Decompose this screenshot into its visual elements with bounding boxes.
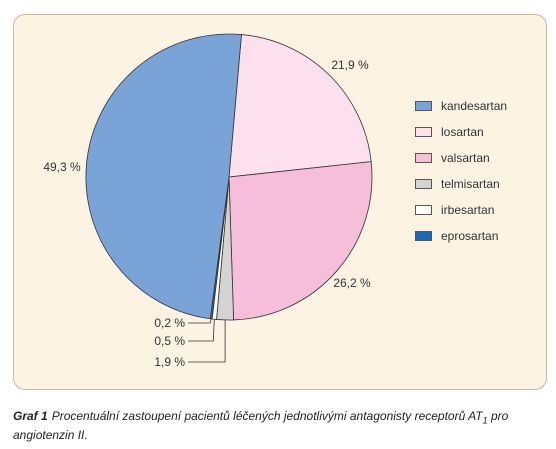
legend-item-valsartan: valsartan xyxy=(415,145,507,171)
slice-label-losartan: 21,9 % xyxy=(331,58,369,72)
leader-line-telmisartan xyxy=(188,319,226,363)
slice-label-irbesartan: 0,5 % xyxy=(154,334,185,348)
slice-label-valsartan: 26,2 % xyxy=(333,276,371,290)
leader-line-irbesartan xyxy=(188,319,215,342)
pie-slices xyxy=(85,33,373,321)
legend-item-irbesartan: irbesartan xyxy=(415,197,507,223)
legend-label: eprosartan xyxy=(441,229,499,243)
pie-slice-valsartan xyxy=(228,161,373,321)
legend-swatch xyxy=(415,127,432,137)
legend: kandesartan losartan valsartan telmisart… xyxy=(415,93,507,249)
legend-swatch xyxy=(415,205,432,215)
legend-item-losartan: losartan xyxy=(415,119,507,145)
legend-item-eprosartan: eprosartan xyxy=(415,223,507,249)
slice-label-eprosartan: 0,2 % xyxy=(154,316,185,330)
legend-item-kandesartan: kandesartan xyxy=(415,93,507,119)
figure-caption: Graf 1 Procentuální zastoupení pacientů l… xyxy=(13,409,553,443)
legend-label: valsartan xyxy=(441,151,490,165)
legend-item-telmisartan: telmisartan xyxy=(415,171,507,197)
legend-swatch xyxy=(415,231,432,241)
leader-line-eprosartan xyxy=(188,318,212,324)
slice-label-telmisartan: 1,9 % xyxy=(154,355,185,369)
caption-text-end: pro angiotenzin II. xyxy=(13,409,509,443)
legend-swatch xyxy=(415,179,432,189)
pie-slice-losartan xyxy=(228,34,372,178)
slice-labels: 49,3 % 21,9 % 26,2 % 0,2 % 0,5 % 1,9 % xyxy=(43,58,371,369)
legend-label: losartan xyxy=(441,125,484,139)
leader-lines xyxy=(188,318,226,363)
legend-label: telmisartan xyxy=(441,177,500,191)
legend-label: kandesartan xyxy=(441,99,508,113)
legend-swatch xyxy=(415,153,432,163)
legend-swatch xyxy=(415,101,432,111)
caption-label: Graf 1 xyxy=(13,409,48,423)
slice-label-kandesartan: 49,3 % xyxy=(43,160,81,174)
caption-subscript: 1 xyxy=(482,415,488,426)
caption-text: Procentuální zastoupení pacientů léčenýc… xyxy=(51,409,483,423)
legend-label: irbesartan xyxy=(441,203,495,217)
pie-slice-kandesartan xyxy=(85,33,242,320)
